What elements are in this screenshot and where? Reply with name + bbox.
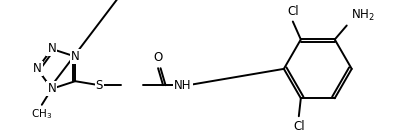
Text: N: N (47, 42, 56, 55)
Text: NH: NH (174, 79, 192, 92)
Text: S: S (96, 79, 103, 92)
Text: N: N (47, 82, 56, 95)
Text: Cl: Cl (293, 120, 305, 133)
Text: Cl: Cl (287, 5, 298, 18)
Text: NH$_2$: NH$_2$ (351, 7, 375, 22)
Text: N: N (33, 62, 42, 75)
Text: N: N (71, 50, 80, 63)
Text: CH$_3$: CH$_3$ (31, 107, 52, 121)
Text: O: O (153, 51, 163, 64)
